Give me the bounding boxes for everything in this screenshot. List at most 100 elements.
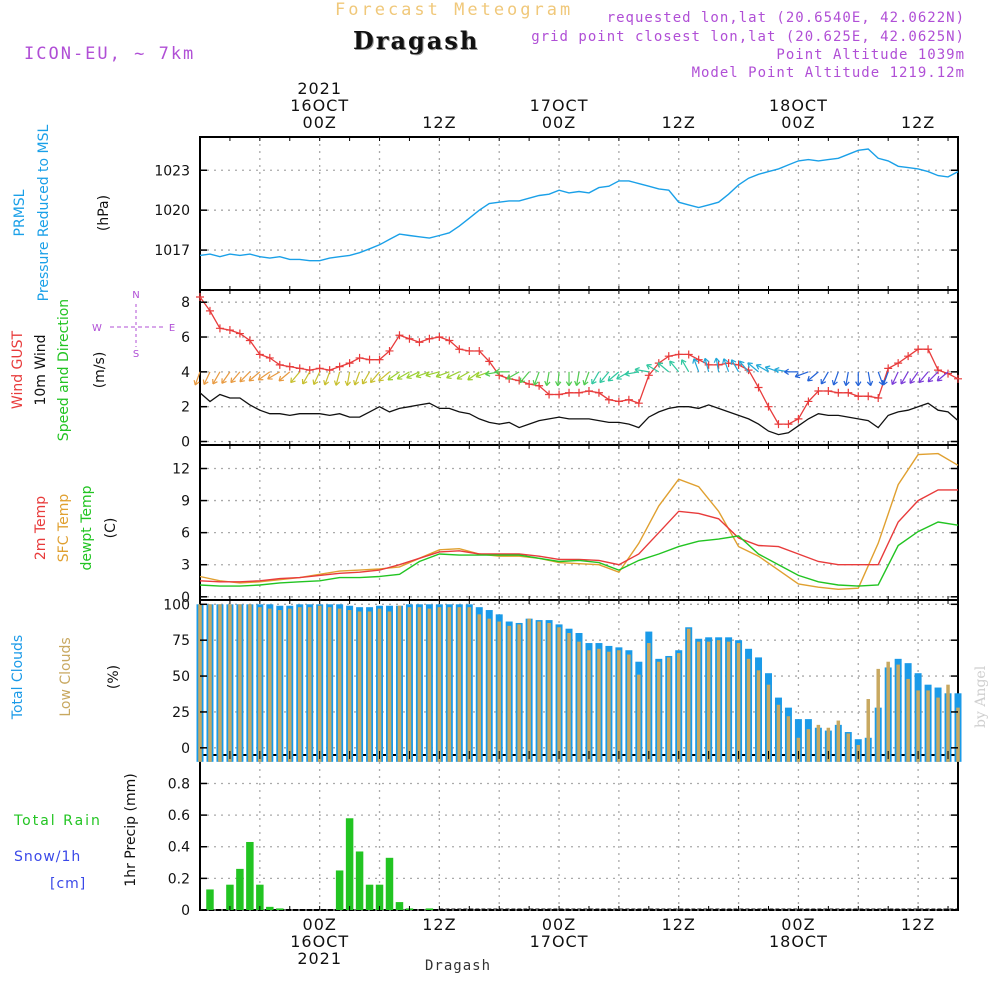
wind-arrow-icon	[387, 371, 400, 381]
wind-arrow-icon	[212, 371, 221, 385]
compass-n: N	[132, 290, 139, 301]
wind-arrow-icon	[866, 371, 874, 387]
wind-arrow-icon	[607, 371, 620, 382]
grid-coords: grid point closest lon,lat (20.625E, 42.…	[531, 29, 965, 45]
low-clouds-bar	[238, 604, 242, 762]
gust-point	[255, 350, 264, 359]
low-clouds-bar	[497, 621, 501, 762]
wind-arrow-icon	[784, 368, 799, 376]
low-clouds-bar	[766, 684, 771, 762]
y-tick-label: 6	[181, 330, 190, 346]
wind-speed-dir-label: Speed and Direction	[56, 299, 72, 441]
snow-unit-label: [cm]	[50, 876, 86, 892]
low-clouds-bar	[567, 633, 571, 762]
wind-unit-label: (m/s)	[92, 352, 108, 389]
low-clouds-bar	[607, 651, 611, 762]
gust-point	[934, 366, 943, 375]
low-clouds-bar	[278, 610, 282, 762]
y-tick-label: 0.2	[168, 871, 190, 887]
gust-point	[555, 390, 564, 399]
gust-point	[774, 420, 783, 429]
top-time-label: 12Z	[901, 113, 935, 132]
wind-arrow-icon	[680, 359, 690, 373]
wind-arrow-icon	[230, 371, 241, 384]
compass-e: E	[169, 323, 175, 334]
low-clouds-bar	[916, 690, 920, 762]
gust-point	[355, 353, 364, 362]
wind-arrow-icon	[323, 371, 331, 386]
y-tick-label: 12	[172, 462, 190, 478]
gust-point	[584, 387, 593, 396]
gust-point	[435, 333, 444, 342]
gust-point	[854, 392, 863, 401]
wind-arrow-icon	[794, 371, 809, 379]
wind-arrow-icon	[301, 371, 311, 385]
low-clouds-bar	[637, 674, 641, 762]
low-clouds-bar	[676, 653, 681, 762]
wind-arrow-icon	[909, 371, 919, 384]
low-clouds-bar	[866, 699, 870, 762]
wind-arrow-icon	[820, 371, 829, 385]
low-clouds-bar	[297, 607, 302, 762]
model-altitude: Model Point Altitude 1219.12m	[691, 65, 965, 81]
top-time-label: 12Z	[422, 113, 456, 132]
low-clouds-bar	[208, 604, 212, 762]
wind-arrow-icon	[591, 371, 600, 385]
wind-arrow-icon	[333, 371, 341, 386]
top-time-label: 00Z	[542, 113, 576, 132]
low-clouds-bar	[657, 661, 661, 762]
low-clouds-bar	[507, 625, 511, 762]
low-clouds-bar	[667, 657, 671, 762]
gust-point	[265, 353, 274, 362]
gust-point	[235, 329, 244, 338]
low-clouds-bar	[756, 670, 761, 762]
low-clouds-bar	[557, 627, 561, 762]
compass-icon: N S W E	[92, 290, 175, 360]
gust-point	[245, 336, 254, 345]
low-clouds-bar	[786, 716, 791, 762]
wind-arrow-icon	[378, 371, 390, 382]
wind-arrow-icon	[506, 371, 520, 380]
top-time-label: 16OCT	[290, 96, 349, 115]
bottom-time-label: 00Z	[542, 915, 576, 934]
wind-arrow-icon	[239, 371, 251, 383]
wind-arrow-icon	[202, 371, 211, 386]
wind-arrow-icon	[881, 371, 889, 386]
wind-arrow-icon	[634, 366, 649, 374]
gust-point	[764, 402, 773, 411]
y-tick-label: 1017	[154, 243, 190, 259]
low-clouds-bar	[537, 621, 541, 762]
gust-point	[734, 360, 743, 369]
wind-arrow-icon	[692, 358, 700, 373]
rain-bar	[256, 884, 264, 910]
low-clouds-bar	[746, 658, 751, 762]
wind-panel	[199, 289, 959, 446]
wind-arrow-icon	[738, 360, 750, 373]
temp-dewpt-label: dewpt Temp	[79, 485, 95, 570]
gust-point	[904, 352, 913, 361]
y-tick-label: 9	[181, 494, 190, 510]
wind-arrow-icon	[554, 371, 562, 387]
low-clouds-bar	[706, 641, 711, 762]
pressure-series-line	[199, 148, 959, 262]
rain-bar	[395, 902, 404, 910]
precip-panel	[199, 754, 959, 911]
gust-point	[894, 359, 903, 368]
temp-2m-label: 2m Temp	[33, 496, 49, 560]
wind-arrow-icon	[415, 371, 430, 379]
bottom-time-label: 12Z	[662, 915, 696, 934]
gust-point	[215, 324, 224, 333]
wind-arrow-icon	[582, 371, 590, 386]
y-tick-label: 0	[181, 435, 190, 451]
y-tick-label: 25	[172, 705, 190, 721]
wind-arrow-icon	[891, 371, 899, 386]
low-clouds-bar	[337, 608, 342, 762]
gust-point	[704, 360, 713, 369]
top-time-label: 00Z	[781, 113, 815, 132]
low-clouds-bar	[248, 604, 252, 762]
rain-bar	[206, 889, 214, 910]
compass-s: S	[133, 349, 139, 360]
temp-sfc-label: SFC Temp	[56, 494, 72, 563]
rain-bar	[375, 884, 384, 910]
top-title: Forecast Meteogram	[335, 0, 574, 20]
